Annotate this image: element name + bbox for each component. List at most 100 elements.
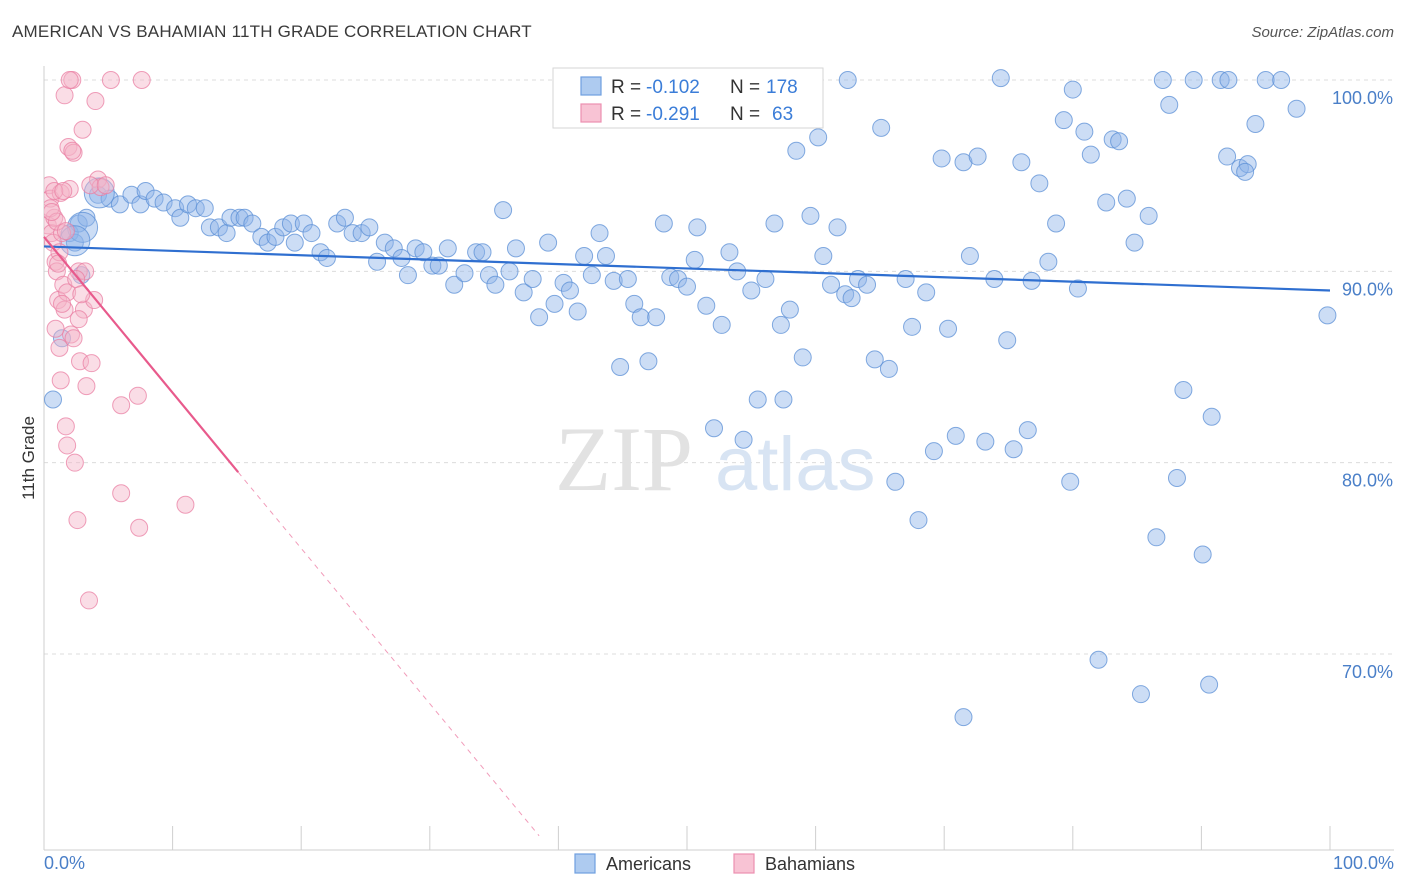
american-point — [429, 256, 448, 275]
american-point — [479, 266, 498, 285]
bahamian-point — [49, 254, 68, 273]
american-point — [1287, 99, 1306, 118]
bahamian-point — [64, 329, 83, 348]
american-point — [494, 201, 513, 220]
american-point — [302, 224, 321, 243]
american-point — [110, 195, 129, 214]
american-point — [771, 315, 790, 334]
american-point — [596, 247, 615, 266]
american-point — [756, 269, 775, 288]
american-point — [77, 208, 96, 227]
american-point — [1018, 421, 1037, 440]
american-point — [1131, 685, 1150, 704]
y-tick-label-90: 90.0% — [1342, 279, 1393, 299]
american-point — [243, 214, 262, 233]
american-point — [998, 331, 1017, 350]
american-point — [688, 218, 707, 237]
stats-legend: R = -0.102 N = 178 R = -0.291 N = 63 — [552, 67, 824, 129]
american-point — [445, 275, 464, 294]
american-point — [1218, 147, 1237, 166]
american-point — [1012, 153, 1031, 172]
gridlines — [44, 79, 1394, 655]
american-point — [991, 69, 1010, 88]
american-point — [438, 239, 457, 258]
bahamian-point — [56, 222, 75, 241]
bahamian-point — [96, 176, 115, 195]
bahamian-point — [86, 92, 105, 111]
series-legend: Americans Bahamians — [574, 853, 855, 874]
legend-swatch-bahamians — [580, 103, 602, 123]
american-point — [611, 358, 630, 376]
american-point — [842, 289, 861, 308]
american-point — [582, 266, 601, 285]
american-point — [136, 181, 155, 200]
trend-line-bahamians — [43, 236, 240, 473]
american-point — [1068, 279, 1087, 298]
american-point — [896, 269, 915, 288]
american-point — [712, 315, 731, 334]
american-point — [946, 426, 965, 445]
american-point — [530, 308, 549, 327]
trend-line-americans — [43, 245, 1331, 292]
american-point — [545, 294, 564, 313]
bahamian-point — [51, 183, 70, 202]
bahamian-point — [72, 285, 91, 304]
trend-lines — [43, 236, 1331, 837]
american-point — [879, 359, 898, 378]
y-tick-label-100: 100.0% — [1332, 88, 1393, 108]
bahamian-point — [50, 338, 69, 357]
american-point — [654, 214, 673, 233]
american-point — [414, 243, 433, 262]
american-point — [1147, 528, 1166, 547]
american-point — [375, 233, 394, 252]
american-point — [838, 71, 857, 89]
american-point — [1117, 189, 1136, 208]
american-point — [145, 189, 164, 208]
bahamian-point — [44, 203, 61, 222]
legend-r-value-americans: -0.102 — [646, 77, 700, 98]
american-point — [285, 233, 304, 252]
american-point — [317, 248, 336, 267]
american-point — [122, 185, 141, 204]
american-point — [1030, 174, 1049, 193]
american-point — [801, 206, 820, 225]
american-point — [171, 208, 190, 227]
x-tick-label-max: 100.0% — [1333, 853, 1394, 873]
bahamian-point — [101, 71, 120, 89]
bahamian-point — [60, 180, 79, 199]
bahamian-point — [46, 319, 65, 338]
american-point — [1160, 95, 1179, 114]
american-point — [575, 247, 594, 266]
trend-line-bahamians-extension — [237, 471, 540, 837]
american-point — [822, 275, 841, 294]
american-point — [705, 419, 724, 438]
american-point — [266, 227, 285, 246]
american-point — [281, 214, 300, 233]
american-point — [639, 352, 658, 371]
bahamian-point — [68, 511, 87, 530]
american-point — [1272, 71, 1291, 89]
american-point — [828, 218, 847, 237]
bottom-legend-label-americans: Americans — [606, 854, 691, 874]
bahamian-point — [112, 396, 131, 415]
y-tick-labels: 100.0% 90.0% 80.0% 70.0% — [1332, 88, 1393, 682]
american-point — [685, 250, 704, 269]
bahamian-point — [176, 495, 195, 514]
bahamian-point — [65, 453, 84, 472]
american-point — [1219, 71, 1238, 89]
american-point — [473, 243, 492, 262]
american-point — [872, 118, 891, 137]
american-point — [742, 281, 761, 300]
american-point — [1063, 80, 1082, 99]
american-point — [368, 252, 387, 271]
american-point — [44, 390, 63, 409]
american-point — [217, 224, 236, 243]
american-point — [335, 208, 354, 227]
american-point — [1061, 472, 1080, 491]
american-point — [720, 243, 739, 262]
american-point — [523, 269, 542, 288]
american-point — [1256, 71, 1275, 89]
legend-swatch-americans — [580, 76, 602, 96]
bahamian-point — [58, 283, 77, 302]
